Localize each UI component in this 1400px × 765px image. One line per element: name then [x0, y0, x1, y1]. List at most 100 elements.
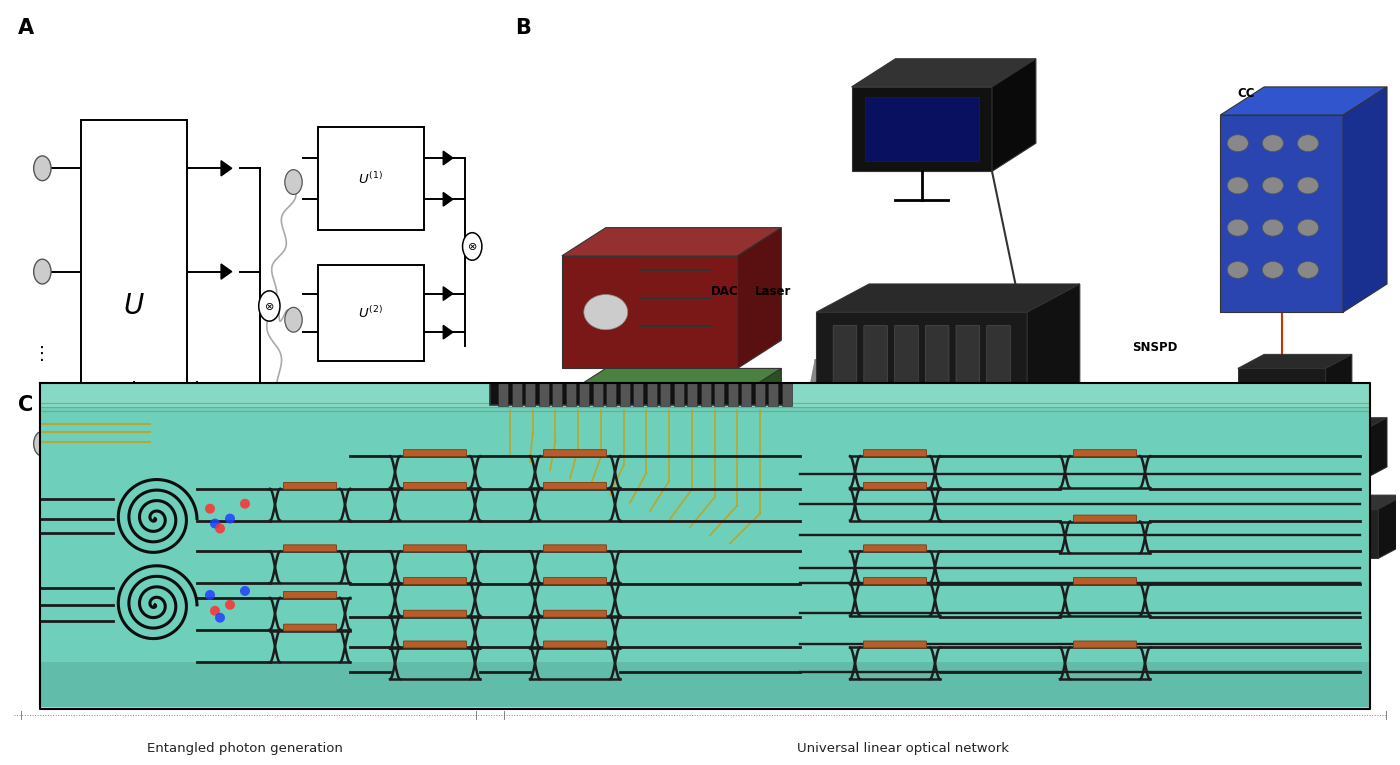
FancyBboxPatch shape — [925, 325, 949, 390]
FancyBboxPatch shape — [403, 450, 466, 457]
Text: 知乎 @Otumist量子客: 知乎 @Otumist量子客 — [1100, 683, 1238, 702]
FancyBboxPatch shape — [687, 382, 697, 405]
FancyBboxPatch shape — [864, 325, 888, 390]
Polygon shape — [1273, 431, 1361, 481]
Circle shape — [225, 513, 235, 523]
FancyBboxPatch shape — [283, 483, 336, 490]
Polygon shape — [444, 483, 452, 497]
Polygon shape — [545, 552, 641, 565]
Text: $U^{(n)}$: $U^{(n)}$ — [358, 464, 384, 479]
Circle shape — [584, 295, 627, 330]
FancyBboxPatch shape — [864, 483, 927, 490]
FancyBboxPatch shape — [81, 120, 188, 485]
Circle shape — [216, 523, 225, 533]
Polygon shape — [808, 516, 966, 537]
FancyBboxPatch shape — [318, 423, 424, 519]
Text: Laser: Laser — [755, 285, 791, 298]
FancyBboxPatch shape — [566, 382, 575, 405]
Circle shape — [1228, 177, 1249, 194]
FancyBboxPatch shape — [1074, 515, 1137, 522]
FancyBboxPatch shape — [864, 450, 927, 457]
Text: SNSPD: SNSPD — [1133, 341, 1177, 353]
Circle shape — [210, 606, 220, 616]
FancyBboxPatch shape — [543, 450, 606, 457]
Polygon shape — [1343, 87, 1387, 312]
Polygon shape — [1246, 509, 1308, 558]
Circle shape — [225, 600, 235, 610]
Circle shape — [1263, 135, 1284, 151]
FancyBboxPatch shape — [498, 382, 508, 405]
Circle shape — [462, 233, 482, 260]
Circle shape — [210, 519, 220, 529]
Circle shape — [259, 291, 280, 321]
Polygon shape — [444, 151, 452, 164]
Circle shape — [1158, 490, 1170, 500]
FancyBboxPatch shape — [511, 382, 521, 405]
Polygon shape — [1378, 495, 1400, 558]
Polygon shape — [561, 396, 738, 509]
Text: C: C — [18, 395, 34, 415]
Circle shape — [284, 452, 302, 477]
FancyBboxPatch shape — [403, 483, 466, 490]
Circle shape — [623, 474, 641, 488]
Circle shape — [1228, 135, 1249, 151]
Circle shape — [1107, 561, 1120, 571]
FancyBboxPatch shape — [659, 382, 671, 405]
Polygon shape — [444, 325, 452, 339]
FancyBboxPatch shape — [741, 382, 750, 405]
Text: DWDM: DWDM — [1063, 439, 1106, 452]
Polygon shape — [1238, 369, 1326, 418]
Circle shape — [1091, 490, 1103, 500]
FancyBboxPatch shape — [543, 483, 606, 490]
Polygon shape — [1063, 474, 1098, 552]
Polygon shape — [851, 87, 993, 171]
Text: ⋮: ⋮ — [188, 379, 206, 398]
FancyBboxPatch shape — [769, 382, 778, 405]
Polygon shape — [615, 552, 641, 622]
Polygon shape — [1028, 284, 1079, 411]
Polygon shape — [1221, 516, 1256, 594]
FancyBboxPatch shape — [543, 545, 606, 552]
FancyBboxPatch shape — [1074, 578, 1137, 584]
Text: $U^{(2)}$: $U^{(2)}$ — [358, 305, 384, 321]
FancyBboxPatch shape — [781, 382, 791, 405]
FancyBboxPatch shape — [700, 382, 710, 405]
Polygon shape — [561, 228, 781, 256]
Circle shape — [239, 586, 251, 596]
Text: DAC: DAC — [711, 285, 739, 298]
Polygon shape — [633, 565, 703, 622]
Text: $\otimes$: $\otimes$ — [468, 241, 477, 252]
Circle shape — [1250, 392, 1260, 401]
Text: Entangled photon generation: Entangled photon generation — [147, 742, 343, 755]
Polygon shape — [816, 312, 1028, 411]
Circle shape — [1298, 177, 1319, 194]
Polygon shape — [738, 369, 781, 509]
Polygon shape — [865, 97, 979, 161]
FancyBboxPatch shape — [403, 545, 466, 552]
Polygon shape — [221, 264, 231, 279]
FancyBboxPatch shape — [606, 382, 616, 405]
FancyBboxPatch shape — [403, 578, 466, 584]
FancyBboxPatch shape — [864, 578, 927, 584]
Circle shape — [1298, 135, 1319, 151]
FancyBboxPatch shape — [647, 382, 657, 405]
Polygon shape — [738, 228, 781, 369]
Circle shape — [1175, 490, 1187, 500]
FancyBboxPatch shape — [539, 382, 549, 405]
Circle shape — [204, 590, 216, 600]
Polygon shape — [221, 161, 231, 176]
Circle shape — [1298, 262, 1319, 278]
FancyBboxPatch shape — [864, 545, 927, 552]
FancyBboxPatch shape — [543, 610, 606, 617]
Circle shape — [596, 474, 615, 488]
Polygon shape — [1221, 115, 1343, 312]
Polygon shape — [1326, 354, 1352, 418]
FancyBboxPatch shape — [283, 591, 336, 598]
FancyBboxPatch shape — [1074, 641, 1137, 648]
Polygon shape — [931, 516, 966, 607]
Circle shape — [1228, 262, 1249, 278]
Circle shape — [284, 170, 302, 194]
Circle shape — [1091, 561, 1103, 571]
FancyBboxPatch shape — [619, 382, 630, 405]
Polygon shape — [1317, 495, 1400, 509]
